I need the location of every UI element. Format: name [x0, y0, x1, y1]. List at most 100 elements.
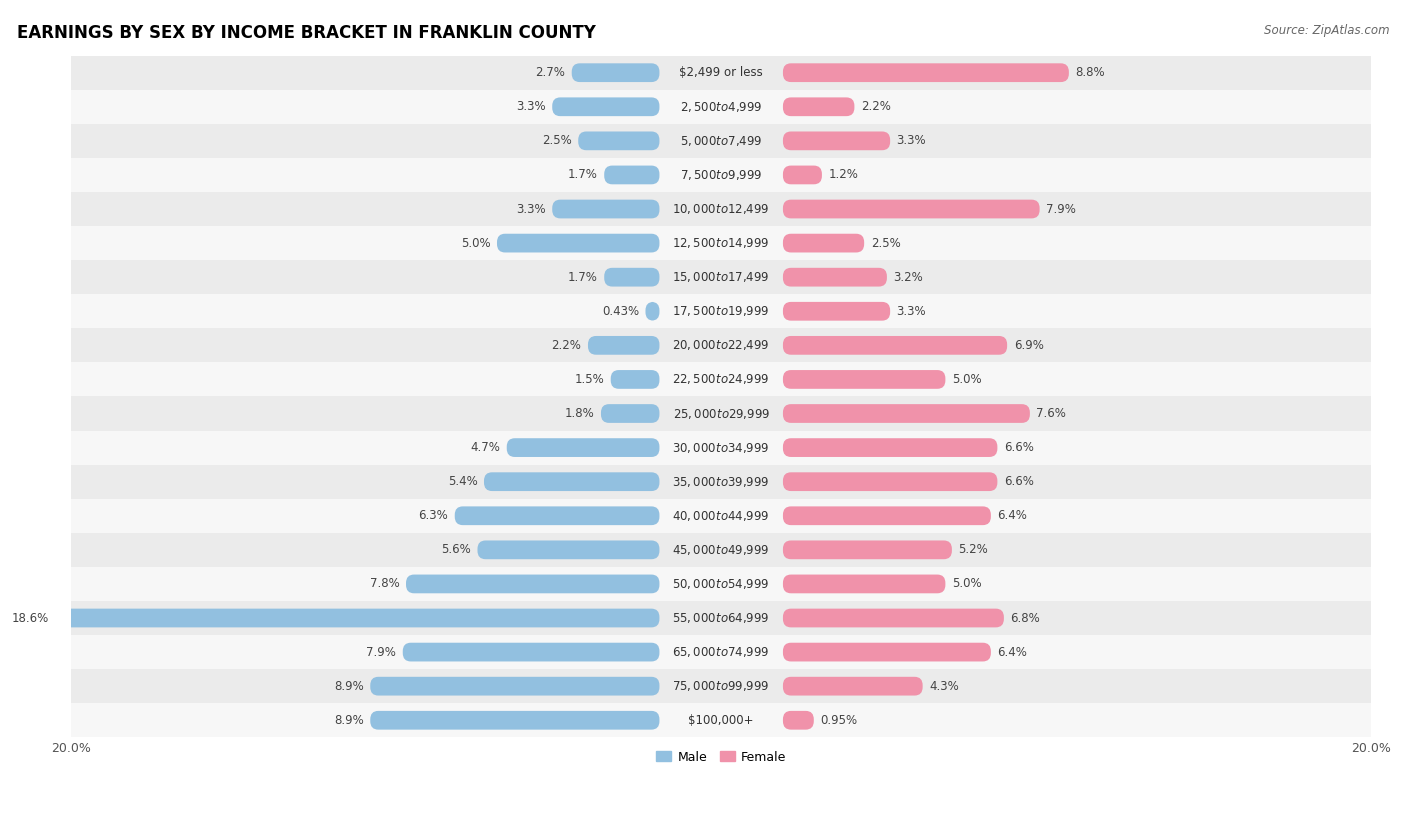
Text: $15,000 to $17,499: $15,000 to $17,499 [672, 270, 770, 285]
Text: 5.0%: 5.0% [952, 373, 981, 386]
Bar [72, 226, 1371, 260]
FancyBboxPatch shape [588, 336, 659, 354]
Bar [72, 465, 1371, 498]
FancyBboxPatch shape [55, 609, 659, 628]
FancyBboxPatch shape [783, 506, 991, 525]
Text: 2.7%: 2.7% [536, 66, 565, 79]
Text: 3.2%: 3.2% [893, 271, 924, 284]
Text: $7,500 to $9,999: $7,500 to $9,999 [681, 168, 762, 182]
Text: $55,000 to $64,999: $55,000 to $64,999 [672, 611, 770, 625]
FancyBboxPatch shape [783, 575, 945, 593]
FancyBboxPatch shape [783, 98, 855, 116]
Text: $25,000 to $29,999: $25,000 to $29,999 [672, 406, 770, 420]
FancyBboxPatch shape [783, 63, 1069, 82]
Legend: Male, Female: Male, Female [651, 746, 792, 768]
Text: 8.9%: 8.9% [335, 680, 364, 693]
Text: $50,000 to $54,999: $50,000 to $54,999 [672, 577, 770, 591]
FancyBboxPatch shape [370, 676, 659, 696]
Text: 3.3%: 3.3% [516, 202, 546, 215]
FancyBboxPatch shape [783, 302, 890, 320]
Text: $65,000 to $74,999: $65,000 to $74,999 [672, 645, 770, 659]
Text: 1.2%: 1.2% [828, 168, 858, 181]
FancyBboxPatch shape [783, 541, 952, 559]
Bar [72, 635, 1371, 669]
FancyBboxPatch shape [783, 643, 991, 662]
Bar [72, 328, 1371, 363]
Text: 1.5%: 1.5% [575, 373, 605, 386]
FancyBboxPatch shape [783, 132, 890, 150]
FancyBboxPatch shape [610, 370, 659, 389]
Bar [72, 294, 1371, 328]
Text: 7.6%: 7.6% [1036, 407, 1066, 420]
Text: 8.9%: 8.9% [335, 714, 364, 727]
Bar [72, 601, 1371, 635]
Text: 5.2%: 5.2% [959, 543, 988, 556]
Text: 6.4%: 6.4% [997, 646, 1028, 659]
FancyBboxPatch shape [783, 370, 945, 389]
FancyBboxPatch shape [600, 404, 659, 423]
Text: $2,500 to $4,999: $2,500 to $4,999 [681, 100, 762, 114]
Bar [72, 397, 1371, 431]
Text: 3.3%: 3.3% [897, 305, 927, 318]
Bar [72, 431, 1371, 465]
Text: 5.6%: 5.6% [441, 543, 471, 556]
FancyBboxPatch shape [645, 302, 659, 320]
Text: 0.95%: 0.95% [820, 714, 858, 727]
Text: 6.8%: 6.8% [1011, 611, 1040, 624]
Text: $35,000 to $39,999: $35,000 to $39,999 [672, 475, 770, 489]
Text: 6.6%: 6.6% [1004, 441, 1033, 454]
FancyBboxPatch shape [783, 404, 1029, 423]
FancyBboxPatch shape [478, 541, 659, 559]
Text: $45,000 to $49,999: $45,000 to $49,999 [672, 543, 770, 557]
Text: Source: ZipAtlas.com: Source: ZipAtlas.com [1264, 24, 1389, 37]
Text: $20,000 to $22,499: $20,000 to $22,499 [672, 338, 770, 352]
FancyBboxPatch shape [783, 233, 865, 253]
FancyBboxPatch shape [783, 711, 814, 729]
Text: $40,000 to $44,999: $40,000 to $44,999 [672, 509, 770, 523]
Bar [72, 192, 1371, 226]
Bar [72, 703, 1371, 737]
FancyBboxPatch shape [783, 200, 1039, 219]
Text: 18.6%: 18.6% [11, 611, 49, 624]
Bar [72, 363, 1371, 397]
FancyBboxPatch shape [496, 233, 659, 253]
Text: $30,000 to $34,999: $30,000 to $34,999 [672, 441, 770, 454]
Text: 1.7%: 1.7% [568, 271, 598, 284]
Text: 6.3%: 6.3% [419, 509, 449, 522]
FancyBboxPatch shape [454, 506, 659, 525]
Text: 1.8%: 1.8% [565, 407, 595, 420]
FancyBboxPatch shape [506, 438, 659, 457]
FancyBboxPatch shape [783, 438, 997, 457]
Text: 0.43%: 0.43% [602, 305, 638, 318]
FancyBboxPatch shape [553, 200, 659, 219]
Text: $22,500 to $24,999: $22,500 to $24,999 [672, 372, 770, 386]
FancyBboxPatch shape [578, 132, 659, 150]
FancyBboxPatch shape [370, 711, 659, 729]
Text: 2.2%: 2.2% [551, 339, 582, 352]
Text: 5.4%: 5.4% [447, 475, 478, 488]
Text: $5,000 to $7,499: $5,000 to $7,499 [681, 134, 762, 148]
Text: $10,000 to $12,499: $10,000 to $12,499 [672, 202, 770, 216]
FancyBboxPatch shape [572, 63, 659, 82]
FancyBboxPatch shape [783, 267, 887, 286]
Bar [72, 260, 1371, 294]
Text: 4.3%: 4.3% [929, 680, 959, 693]
Text: 2.5%: 2.5% [870, 237, 900, 250]
Text: 2.2%: 2.2% [860, 100, 891, 113]
Bar [72, 124, 1371, 158]
Bar [72, 669, 1371, 703]
Bar [72, 158, 1371, 192]
Text: 7.9%: 7.9% [367, 646, 396, 659]
FancyBboxPatch shape [783, 472, 997, 491]
Text: 3.3%: 3.3% [516, 100, 546, 113]
FancyBboxPatch shape [783, 336, 1007, 354]
Text: 6.4%: 6.4% [997, 509, 1028, 522]
FancyBboxPatch shape [484, 472, 659, 491]
FancyBboxPatch shape [605, 267, 659, 286]
FancyBboxPatch shape [553, 98, 659, 116]
Text: $75,000 to $99,999: $75,000 to $99,999 [672, 679, 770, 693]
Text: 2.5%: 2.5% [541, 134, 572, 147]
Text: $2,499 or less: $2,499 or less [679, 66, 763, 79]
FancyBboxPatch shape [783, 676, 922, 696]
Bar [72, 567, 1371, 601]
